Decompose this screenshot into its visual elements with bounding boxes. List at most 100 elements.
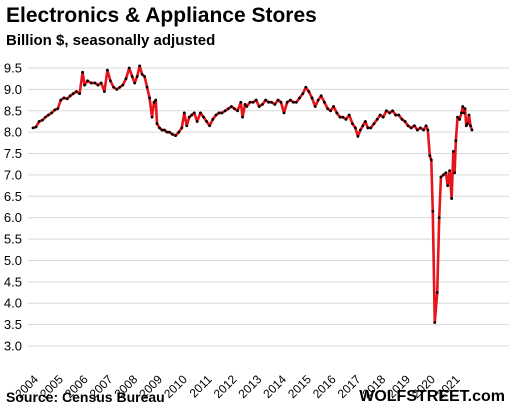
data-point bbox=[366, 126, 370, 130]
data-point bbox=[435, 291, 439, 294]
data-point bbox=[273, 102, 277, 106]
data-point bbox=[469, 124, 472, 128]
data-point bbox=[363, 120, 367, 123]
data-point bbox=[460, 111, 463, 115]
y-tick-label: 3.0 bbox=[4, 339, 22, 354]
data-point bbox=[397, 113, 401, 117]
data-point bbox=[53, 108, 57, 112]
data-point bbox=[257, 105, 261, 108]
data-point bbox=[217, 111, 221, 115]
data-point bbox=[294, 100, 298, 104]
data-point bbox=[282, 111, 286, 115]
data-point bbox=[86, 79, 89, 83]
data-point bbox=[323, 100, 326, 104]
data-point bbox=[356, 135, 360, 138]
data-point bbox=[96, 83, 100, 87]
data-point bbox=[174, 134, 178, 137]
y-tick-label: 3.5 bbox=[4, 317, 22, 332]
data-point bbox=[289, 98, 292, 102]
data-point bbox=[422, 128, 425, 132]
chart-title: Electronics & Appliance Stores bbox=[6, 4, 317, 27]
data-point bbox=[223, 109, 227, 113]
data-point bbox=[59, 98, 63, 102]
data-point bbox=[448, 169, 452, 173]
data-point bbox=[37, 120, 41, 123]
data-point bbox=[254, 98, 258, 102]
data-point bbox=[470, 128, 474, 132]
y-tick-label: 8.0 bbox=[4, 125, 22, 140]
data-point bbox=[304, 85, 308, 89]
data-point bbox=[378, 113, 382, 117]
data-point bbox=[170, 132, 174, 136]
data-point bbox=[313, 105, 317, 108]
data-point bbox=[99, 81, 103, 85]
data-point bbox=[241, 115, 244, 119]
data-point bbox=[276, 98, 280, 102]
data-point bbox=[429, 158, 433, 162]
data-point bbox=[65, 97, 69, 101]
data-point bbox=[71, 92, 75, 96]
series-line bbox=[32, 64, 474, 324]
data-point bbox=[135, 75, 139, 78]
data-point bbox=[239, 100, 243, 104]
data-point bbox=[130, 75, 134, 78]
data-point bbox=[138, 64, 142, 68]
data-point bbox=[190, 113, 194, 117]
data-point bbox=[214, 113, 218, 117]
data-point bbox=[267, 100, 270, 104]
data-point bbox=[160, 128, 164, 132]
data-point bbox=[208, 124, 211, 128]
data-point bbox=[34, 125, 38, 129]
data-point bbox=[462, 111, 466, 115]
data-point bbox=[180, 126, 184, 130]
x-tick-label: 2010 bbox=[161, 372, 190, 401]
data-point bbox=[285, 100, 289, 104]
data-point bbox=[108, 79, 112, 83]
data-point bbox=[307, 90, 311, 93]
data-point bbox=[158, 126, 161, 130]
data-point bbox=[75, 90, 78, 93]
data-point bbox=[332, 105, 335, 108]
y-tick-label: 9.0 bbox=[4, 82, 22, 97]
data-point bbox=[185, 124, 189, 128]
y-tick-label: 5.0 bbox=[4, 253, 22, 268]
data-point bbox=[347, 113, 351, 117]
data-point bbox=[93, 81, 97, 85]
data-point bbox=[133, 81, 137, 85]
x-tick-label: 2014 bbox=[260, 372, 289, 401]
data-point bbox=[112, 85, 115, 89]
data-point bbox=[458, 117, 461, 121]
data-point bbox=[220, 111, 224, 115]
data-point bbox=[372, 122, 376, 125]
data-point bbox=[177, 130, 181, 134]
data-point bbox=[338, 115, 342, 119]
data-point bbox=[354, 126, 357, 130]
data-point bbox=[451, 150, 455, 153]
data-point bbox=[456, 115, 459, 119]
data-point bbox=[31, 126, 35, 130]
data-point bbox=[279, 100, 283, 104]
data-point bbox=[391, 109, 394, 113]
data-point bbox=[361, 124, 365, 128]
data-point bbox=[106, 68, 109, 72]
y-tick-label: 7.5 bbox=[4, 146, 22, 161]
data-point bbox=[150, 115, 154, 119]
data-point bbox=[439, 175, 443, 179]
data-point bbox=[195, 120, 199, 123]
data-point bbox=[236, 109, 240, 113]
data-point bbox=[50, 111, 53, 115]
data-point bbox=[46, 113, 50, 117]
data-point bbox=[103, 90, 106, 93]
source-note: Source: Census Bureau bbox=[6, 389, 165, 405]
data-point bbox=[301, 92, 305, 96]
data-point bbox=[329, 109, 332, 113]
data-point bbox=[431, 209, 435, 213]
data-point bbox=[418, 126, 422, 130]
data-point bbox=[124, 77, 128, 81]
site-credit: WOLFSTREET.com bbox=[359, 388, 505, 405]
data-point bbox=[143, 75, 147, 78]
y-tick-label: 4.0 bbox=[4, 296, 22, 311]
series-group bbox=[31, 64, 474, 324]
data-point bbox=[428, 154, 432, 158]
